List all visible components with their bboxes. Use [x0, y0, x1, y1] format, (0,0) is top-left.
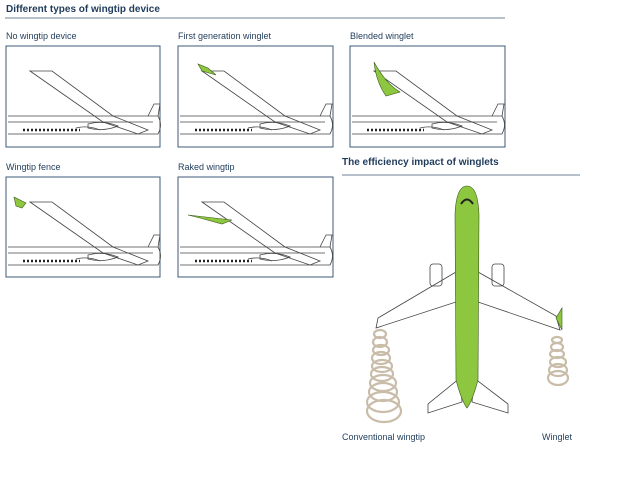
panel-box	[177, 176, 334, 278]
panel-label: Raked wingtip	[178, 162, 235, 172]
winglet	[13, 196, 27, 209]
panel-box	[177, 45, 334, 148]
winglet	[197, 63, 217, 76]
caption-winglet: Winglet	[542, 432, 573, 442]
caption-conventional: Conventional wingtip	[342, 432, 425, 442]
vortex-winglet	[546, 335, 570, 387]
panel-label: First generation winglet	[178, 31, 272, 41]
panel-box	[5, 45, 161, 148]
panel-label: Wingtip fence	[6, 162, 61, 172]
main-title: Different types of wingtip device	[6, 4, 160, 15]
panel-box	[5, 176, 161, 278]
vortex-conventional	[365, 328, 403, 424]
section-title: The efficiency impact of winglets	[342, 157, 499, 168]
panel-label: No wingtip device	[6, 31, 77, 41]
plane-top	[375, 185, 563, 414]
panel-box	[349, 45, 506, 148]
panel-label: Blended winglet	[350, 31, 414, 41]
winglet	[187, 214, 233, 225]
winglet	[373, 61, 401, 97]
